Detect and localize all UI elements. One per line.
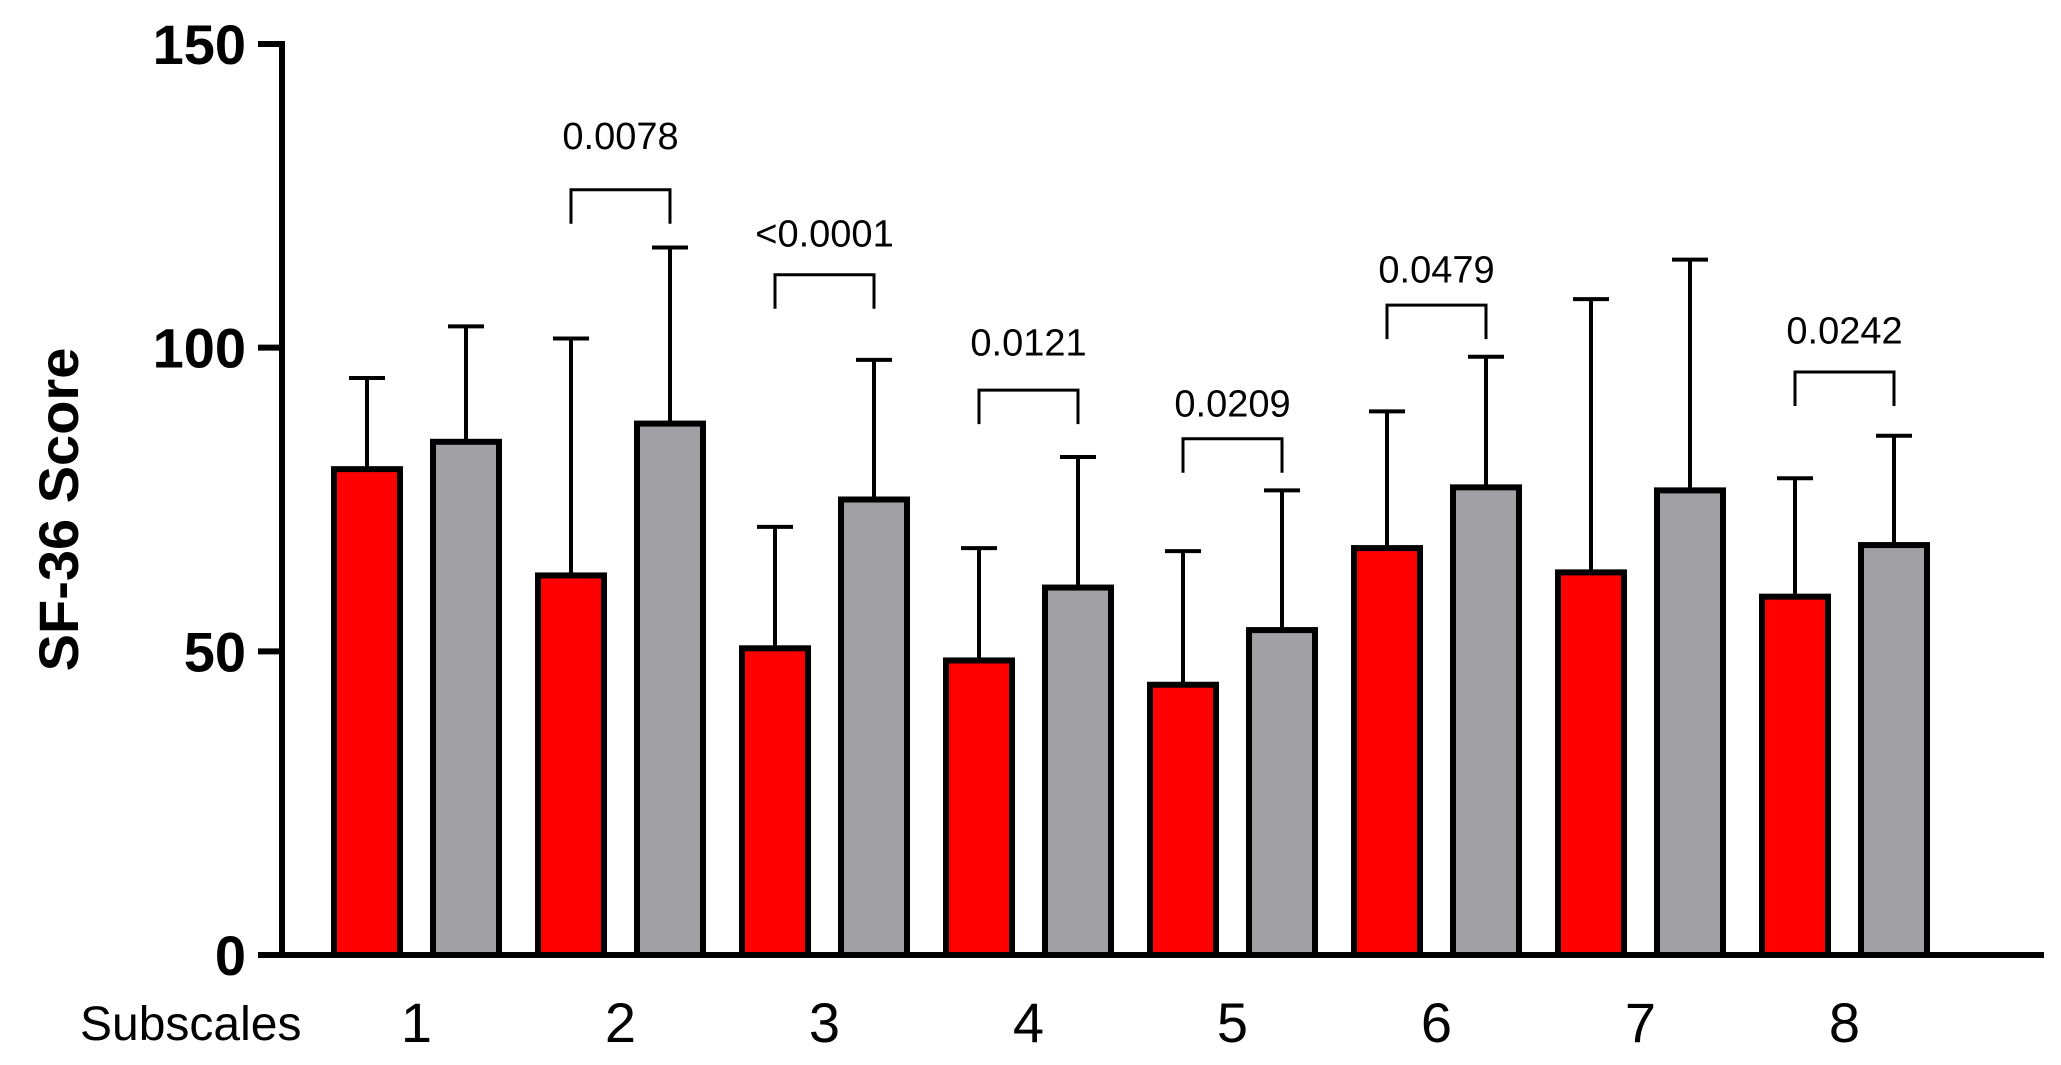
significance-bracket: [1793, 370, 1896, 406]
x-tick-label: 1: [401, 991, 432, 1054]
bar: [634, 420, 706, 959]
significance-bracket: [773, 273, 876, 309]
x-tick-label: 8: [1829, 991, 1860, 1054]
bar: [1351, 545, 1423, 958]
p-value-label: <0.0001: [755, 213, 893, 255]
significance-bracket: [569, 188, 672, 224]
y-tick-label: 0: [215, 924, 246, 987]
labels-layer: 0 50 100 150 SF-36 Score Subscales 1 2 3 4 5 6 7 8: [27, 13, 1860, 1054]
x-tick-label: 5: [1217, 991, 1248, 1054]
x-tick-label: 7: [1625, 991, 1656, 1054]
annotations-layer: 0.0078 <0.0001 0.0121 0.0209 0.0479 0.0242: [562, 116, 1903, 473]
bar: [1858, 542, 1930, 958]
x-tick-label: 4: [1013, 991, 1044, 1054]
p-value-label: 0.0479: [1378, 250, 1494, 292]
bar: [838, 496, 910, 958]
y-tick-label: 150: [153, 13, 246, 76]
y-tick-label: 100: [153, 317, 246, 380]
bar: [1450, 484, 1522, 958]
error-bars-layer: [349, 245, 1912, 685]
y-tick-label: 50: [184, 620, 246, 683]
bar: [1147, 681, 1219, 959]
significance-bracket: [1385, 303, 1488, 340]
bar: [1654, 487, 1726, 958]
bar: [1759, 593, 1831, 958]
x-tick-label: 2: [605, 991, 636, 1054]
bar: [739, 645, 811, 959]
y-axis-label: SF-36 Score: [27, 348, 90, 672]
x-tick-label: 6: [1421, 991, 1452, 1054]
significance-bracket: [977, 388, 1080, 425]
p-value-label: 0.0078: [562, 116, 678, 158]
bar: [331, 466, 403, 958]
p-value-label: 0.0242: [1786, 310, 1902, 352]
bar: [1246, 627, 1318, 958]
bar: [1042, 584, 1114, 959]
bar: [1555, 569, 1627, 958]
bar: [535, 572, 607, 959]
p-value-label: 0.0209: [1174, 383, 1290, 425]
bar: [943, 657, 1015, 959]
bar: [430, 438, 502, 958]
significance-bracket: [1181, 437, 1284, 473]
x-axis-label: Subscales: [80, 998, 301, 1051]
p-value-label: 0.0121: [970, 323, 1086, 365]
x-tick-label: 3: [809, 991, 840, 1054]
